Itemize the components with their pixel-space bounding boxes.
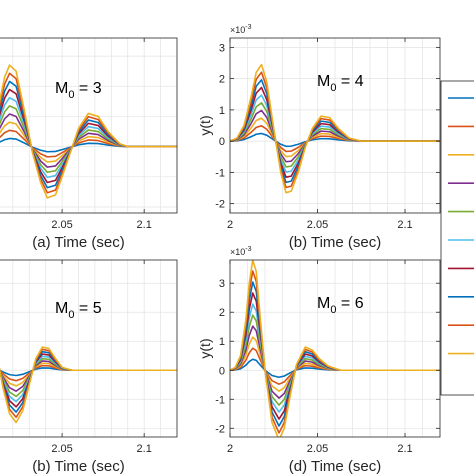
x-tick-label: 2.05 — [51, 443, 72, 455]
y-tick-label: 2 — [219, 74, 225, 86]
x-axis-label: (b) Time (sec) — [32, 458, 125, 474]
y-tick-label: 3 — [219, 42, 225, 54]
series-line-10 — [0, 64, 177, 199]
legend-border — [440, 80, 474, 396]
panels-layer: 2.05 2.1(a) Time (sec)M0 = 32 2.05 2.1-2-10… — [0, 24, 441, 474]
gridlines — [0, 38, 177, 213]
y-tick-label: -1 — [215, 167, 225, 179]
annotation-m0: M0 = 6 — [317, 295, 364, 316]
series-line-10 — [0, 346, 177, 424]
series-group — [0, 64, 177, 199]
y-tick-label: 2 — [219, 307, 225, 319]
series-group — [0, 346, 177, 424]
panel-c: 2.05 2.1 (b) Time (sec) M0 = 5 — [0, 259, 178, 474]
x-tick-label: 2.1 — [397, 219, 412, 231]
y-tick-label: 0 — [219, 136, 225, 148]
annotation-main: M — [55, 80, 68, 97]
x-tick-label: 2.1 — [137, 443, 152, 455]
annotation-rest: = 3 — [74, 80, 101, 97]
y-axis-label: y(t) — [197, 338, 213, 358]
annotation-m0: M0 = 5 — [55, 300, 102, 321]
y-exponent-label: ×10-3 — [230, 246, 252, 257]
annotation-subscript: 0 — [68, 309, 74, 321]
y-tick-label: -2 — [215, 423, 225, 435]
y-tick-label: 0 — [219, 365, 225, 377]
legend-lines — [448, 97, 474, 355]
y-exponent-label: ×10-3 — [230, 24, 252, 35]
axes-frame — [229, 37, 441, 214]
y-tick-label: 3 — [219, 278, 225, 290]
y-exponent-power: -3 — [245, 24, 251, 31]
series-group — [230, 260, 440, 437]
axes-frame — [0, 37, 178, 214]
x-axis-label: (b) Time (sec) — [289, 234, 382, 251]
annotation-m0: M0 = 3 — [55, 80, 102, 101]
annotation-m0: M0 = 4 — [317, 73, 364, 94]
y-exponent-power: -3 — [245, 246, 251, 253]
x-tick-label: 2 — [227, 443, 233, 455]
axes-frame — [0, 259, 178, 438]
y-exponent-base: ×10 — [230, 25, 245, 35]
legend-box — [440, 80, 474, 396]
y-tick-label: -1 — [215, 394, 225, 406]
y-tick-label: 1 — [219, 105, 225, 117]
panel-a: 2.05 2.1 (a) Time (sec) M0 = 3 — [0, 37, 178, 251]
x-tick-label: 2 — [227, 219, 233, 231]
axes-frame — [229, 259, 441, 438]
y-axis-label: y(t) — [197, 115, 213, 135]
annotation-subscript: 0 — [330, 82, 336, 94]
x-tick-label: 2.1 — [137, 219, 152, 231]
panel-d: 2 2.05 2.1 -2 -1 0 1 2 3 ×10-3 y(t) (d) Time (sec) M… — [197, 246, 441, 474]
y-tick-label: -2 — [215, 199, 225, 211]
annotation-main: M — [55, 300, 68, 317]
x-tick-label: 2.05 — [307, 219, 328, 231]
series-line-10 — [230, 260, 440, 437]
annotation-subscript: 0 — [68, 89, 74, 101]
annotation-main: M — [317, 73, 330, 90]
annotation-rest: = 6 — [336, 295, 363, 312]
x-tick-label: 2.05 — [51, 219, 72, 231]
x-axis-label: (d) Time (sec) — [289, 458, 382, 474]
series-line-10 — [230, 63, 440, 194]
x-tick-label: 2.05 — [307, 443, 328, 455]
axes-background — [0, 260, 177, 437]
x-axis-label: (a) Time (sec) — [32, 234, 125, 251]
y-tick-label: 1 — [219, 336, 225, 348]
y-exponent-base: ×10 — [230, 247, 245, 257]
series-group — [230, 63, 440, 194]
annotation-subscript: 0 — [330, 304, 336, 316]
annotation-rest: = 4 — [336, 73, 363, 90]
annotation-main: M — [317, 295, 330, 312]
annotation-rest: = 5 — [74, 300, 101, 317]
x-tick-label: 2.1 — [397, 443, 412, 455]
